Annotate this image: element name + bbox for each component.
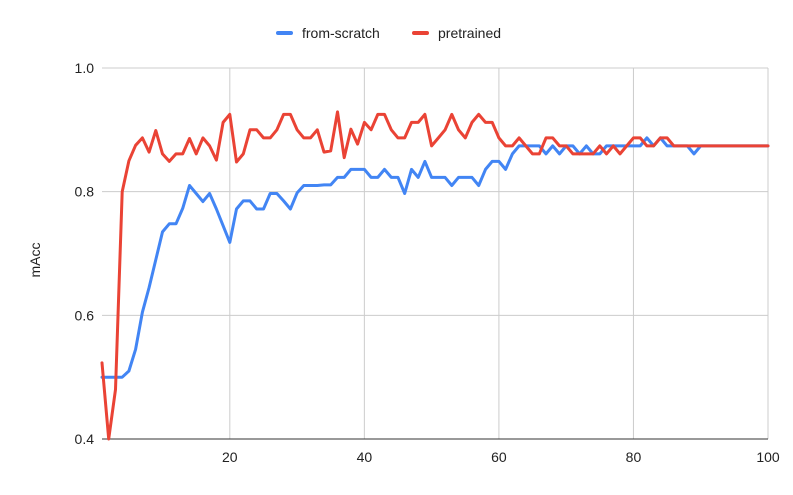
series-lines bbox=[100, 110, 770, 441]
axes: 0.4 0.6 0.8 1.0 20 40 60 80 100 bbox=[75, 60, 780, 465]
x-tick-label: 40 bbox=[357, 449, 373, 465]
x-tick-label: 100 bbox=[756, 449, 780, 465]
y-tick-label: 0.4 bbox=[75, 431, 95, 447]
y-tick-label: 0.8 bbox=[75, 184, 95, 200]
x-tick-label: 20 bbox=[222, 449, 238, 465]
x-tick-label: 80 bbox=[626, 449, 642, 465]
series-line-pretrained bbox=[100, 110, 770, 441]
gridlines bbox=[102, 67, 769, 439]
y-tick-label: 0.6 bbox=[75, 307, 95, 323]
y-tick-label: 1.0 bbox=[75, 60, 95, 76]
series-line-from-scratch bbox=[100, 136, 770, 379]
x-tick-label: 60 bbox=[491, 449, 507, 465]
legend-label-pretrained: pretrained bbox=[438, 25, 501, 41]
legend-label-from-scratch: from-scratch bbox=[302, 25, 380, 41]
legend: from-scratch pretrained bbox=[276, 25, 501, 41]
y-axis-title: mAcc bbox=[27, 243, 43, 278]
